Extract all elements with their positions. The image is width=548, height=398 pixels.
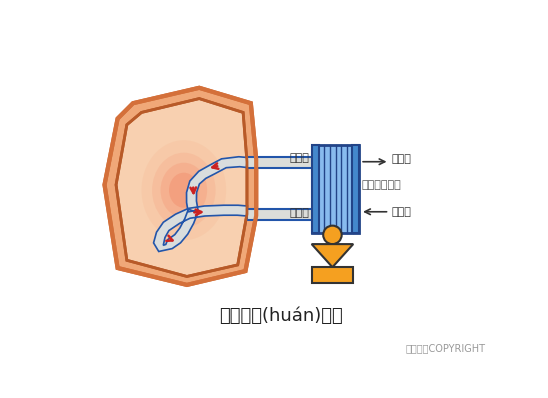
Bar (247, 157, 335, 168)
Bar (325, 168, 335, 231)
Polygon shape (186, 157, 248, 212)
Text: 熱泥出: 熱泥出 (289, 153, 309, 163)
Bar (352, 145, 359, 232)
Polygon shape (186, 157, 248, 212)
Polygon shape (153, 205, 247, 252)
Bar (312, 145, 359, 232)
Ellipse shape (161, 163, 207, 218)
Bar (247, 209, 335, 220)
Circle shape (323, 226, 342, 244)
Text: 水力循環(huán)攪拌: 水力循環(huán)攪拌 (219, 307, 342, 325)
Bar (247, 209, 335, 220)
Ellipse shape (169, 173, 199, 208)
Text: 熱水出: 熱水出 (392, 207, 412, 217)
Bar (247, 157, 335, 168)
Polygon shape (312, 244, 353, 267)
Polygon shape (186, 157, 248, 212)
Bar (312, 145, 318, 232)
Text: 冷水出: 冷水出 (392, 154, 412, 164)
Polygon shape (153, 205, 247, 252)
Bar (247, 209, 335, 220)
Ellipse shape (152, 153, 215, 228)
Text: 冷泥進: 冷泥進 (289, 207, 309, 218)
Polygon shape (153, 205, 247, 252)
Ellipse shape (141, 140, 226, 240)
Text: 螺旋板換熱器: 螺旋板換熱器 (362, 180, 402, 190)
Polygon shape (105, 88, 256, 285)
Bar (325, 168, 335, 231)
Bar (247, 209, 335, 220)
Text: 東方仿真COPYRIGHT: 東方仿真COPYRIGHT (406, 343, 486, 353)
Bar (247, 157, 335, 168)
Bar (312, 267, 353, 283)
Bar (325, 168, 335, 231)
Bar (247, 157, 335, 168)
Polygon shape (116, 99, 247, 277)
Bar (325, 168, 335, 231)
